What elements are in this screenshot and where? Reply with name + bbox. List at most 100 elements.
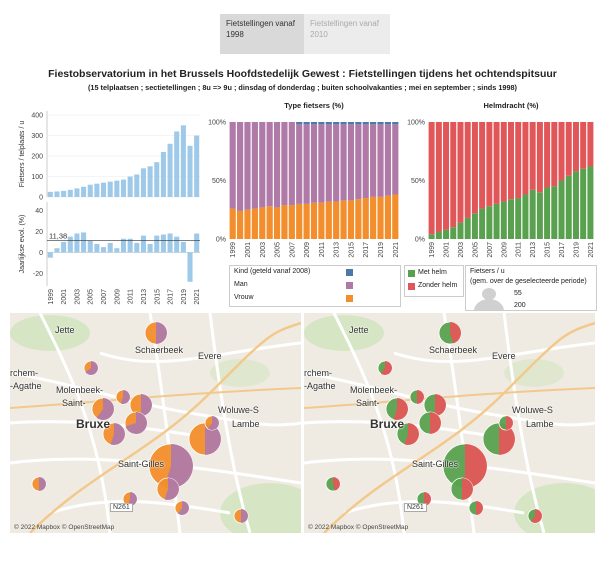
- type-segment: [362, 198, 369, 239]
- helm-segment: [486, 206, 493, 239]
- type-segment: [384, 195, 392, 239]
- map-attribution[interactable]: © 2022 Mapbox © OpenStreetMap: [14, 524, 115, 531]
- map-label: Schaerbeek: [429, 345, 478, 355]
- type-segment: [288, 205, 295, 239]
- bar: [114, 180, 120, 197]
- bar: [160, 151, 166, 197]
- bar: [167, 233, 173, 253]
- map-label: rchem-: [304, 368, 333, 378]
- pie-chart-slice: [530, 509, 542, 523]
- size-legend-small-value: 55: [514, 290, 522, 297]
- type-segment: [229, 122, 236, 209]
- type-segment: [229, 208, 236, 239]
- y-tick-label: 400: [31, 113, 43, 120]
- x-tick-label: 2007: [289, 242, 296, 258]
- type-segment: [384, 122, 392, 125]
- bar: [47, 252, 53, 258]
- y-tick-label: 20: [35, 229, 43, 236]
- bar: [160, 234, 166, 253]
- legend-zonder-helm-label: Zonder helm: [418, 282, 458, 289]
- road: [343, 499, 525, 515]
- helm-segment: [551, 122, 558, 187]
- y-tick-label: 0%: [216, 237, 226, 244]
- helm-segment: [580, 168, 587, 239]
- legend-man-label: Man: [234, 281, 248, 288]
- x-tick-label: 2011: [516, 242, 523, 257]
- helm-segment: [515, 122, 522, 199]
- type-segment: [296, 124, 303, 204]
- pie-chart-slice: [125, 412, 147, 434]
- map-label: Evere: [492, 351, 516, 361]
- map-label: Jette: [55, 325, 75, 335]
- bar: [194, 135, 200, 197]
- size-legend-small-circle: [482, 288, 496, 300]
- bar: [134, 242, 140, 253]
- legend-vrouw-swatch: [346, 295, 353, 302]
- type-segment: [273, 122, 281, 208]
- x-tick-label: 2017: [559, 242, 566, 258]
- map-label: Molenbeek-: [56, 385, 104, 395]
- map-helm[interactable]: Jette Schaerbeek Evere Molenbeek- Saint-rche…: [304, 313, 595, 533]
- map-label: Bruxe: [76, 417, 111, 431]
- type-segment: [318, 124, 325, 203]
- tab-since-2010[interactable]: Fietstellingen vanaf 2010: [304, 14, 390, 54]
- type-segment: [392, 122, 399, 125]
- tab-since-1998[interactable]: Fietstellingen vanaf 1998: [220, 14, 306, 54]
- map-label: Saint-Gilles: [118, 459, 165, 469]
- pie-chart-slice: [96, 398, 114, 420]
- map-label: Schaerbeek: [135, 345, 184, 355]
- map-attribution[interactable]: © 2022 Mapbox © OpenStreetMap: [308, 524, 409, 531]
- bar: [154, 235, 160, 253]
- pie-chart-slice: [164, 478, 179, 500]
- type-segment: [362, 124, 369, 199]
- helm-segment: [587, 122, 594, 167]
- bar: [120, 179, 127, 197]
- type-segment: [355, 199, 362, 239]
- type-segment: [236, 122, 244, 211]
- helm-segment: [486, 122, 493, 207]
- pie-chart-slice: [110, 423, 125, 445]
- map-label: rchem-: [10, 368, 39, 378]
- helm-segment: [464, 122, 471, 218]
- legend-man-swatch: [346, 282, 353, 289]
- size-legend-title: Fietsers / u: [470, 268, 505, 275]
- x-tick-label: 1999: [230, 242, 237, 258]
- map-label: Saint-Gilles: [412, 459, 459, 469]
- helm-segment: [529, 189, 536, 239]
- map-type[interactable]: Jette Schaerbeek Evere Molenbeek- Saint-rche…: [10, 313, 301, 533]
- pie-chart-slice: [127, 492, 138, 506]
- bar: [120, 238, 127, 253]
- helm-segment: [544, 187, 551, 239]
- type-segment: [259, 122, 266, 208]
- type-segment: [303, 203, 310, 239]
- type-segment: [310, 122, 318, 125]
- helm-segment: [522, 122, 529, 195]
- helm-segment: [450, 227, 457, 239]
- type-segment: [370, 122, 377, 125]
- type-segment: [318, 122, 325, 125]
- type-segment: [384, 124, 392, 196]
- map-label: Lambe: [232, 419, 260, 429]
- helm-segment: [479, 122, 486, 209]
- helm-segment: [536, 122, 543, 193]
- pie-chart-slice: [450, 322, 461, 344]
- type-segment: [340, 122, 347, 125]
- bar: [101, 182, 107, 197]
- y-tick-label: 50%: [212, 178, 226, 185]
- park-area: [514, 483, 595, 533]
- type-segment: [355, 122, 362, 125]
- y-tick-label: 100: [31, 174, 43, 181]
- pie-chart-slice: [156, 322, 167, 344]
- y-tick-label: 0: [39, 250, 43, 257]
- type-segment: [392, 124, 399, 195]
- legend-vrouw-label: Vrouw: [234, 294, 254, 301]
- map-label: Evere: [198, 351, 222, 361]
- helm-segment: [572, 122, 579, 172]
- y-tick-label: -20: [33, 271, 43, 278]
- helm-segment: [565, 175, 572, 239]
- bar: [81, 186, 87, 197]
- type-segment: [236, 210, 244, 239]
- helm-segment: [507, 199, 515, 239]
- road: [99, 341, 301, 364]
